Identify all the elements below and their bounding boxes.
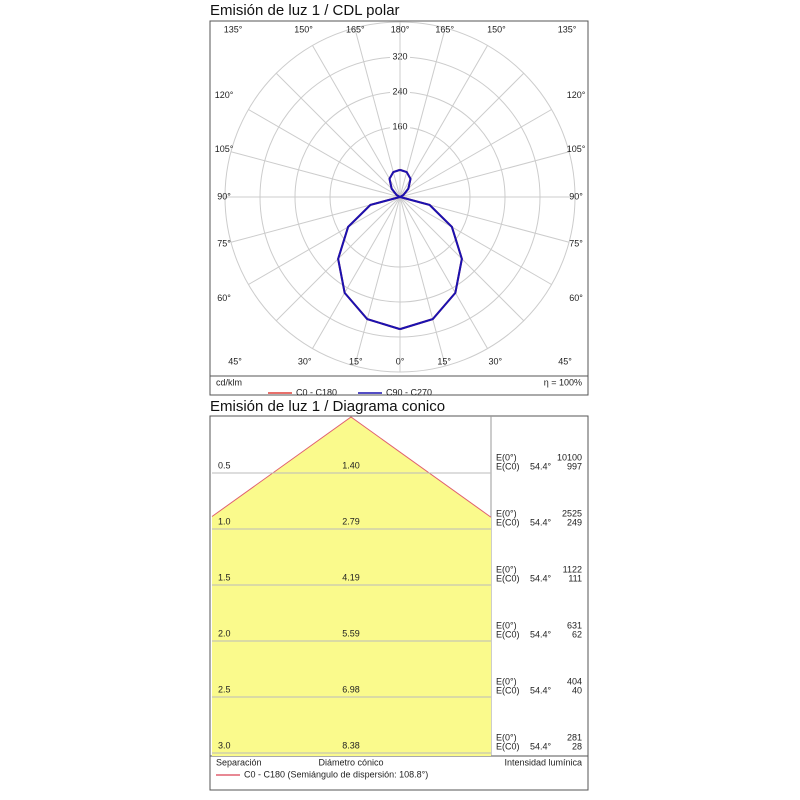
separation: 0.5 <box>218 460 231 470</box>
ec0-label: E(C0) <box>496 685 520 695</box>
angle-label: 105° <box>215 144 234 154</box>
separation: 1.0 <box>218 516 231 526</box>
column-label: Diámetro cónico <box>318 757 383 767</box>
angle-label: 105° <box>567 144 586 154</box>
angle: 54.4° <box>530 461 552 471</box>
angle-label: 45° <box>558 356 572 366</box>
angle-label: 15° <box>349 356 363 366</box>
angle-label: 165° <box>346 24 365 34</box>
polar-title: Emisión de luz 1 / CDL polar <box>210 2 400 19</box>
e0-value: 1122 <box>563 564 582 574</box>
angle-label: 120° <box>215 90 234 100</box>
angle-label: 90° <box>569 191 583 201</box>
angle-label: 30° <box>298 356 312 366</box>
e0-value: 631 <box>567 620 582 630</box>
angle-grid <box>312 45 401 198</box>
ec0-value: 997 <box>567 461 582 471</box>
angle-grid <box>230 151 401 198</box>
column-label: Intensidad lumínica <box>504 757 582 767</box>
ec0-label: E(C0) <box>496 461 520 471</box>
ec0-label: E(C0) <box>496 629 520 639</box>
e0-value: 404 <box>567 676 582 686</box>
angle-label: 0° <box>396 356 405 366</box>
angle-grid <box>248 109 401 198</box>
e0-label: E(0°) <box>496 620 517 630</box>
unit-label: cd/klm <box>216 377 242 387</box>
angle-grid <box>399 45 488 198</box>
e0-label: E(0°) <box>496 676 517 686</box>
ec0-label: E(C0) <box>496 573 520 583</box>
separation: 2.0 <box>218 628 231 638</box>
diameter: 1.40 <box>342 460 360 470</box>
angle: 54.4° <box>530 573 552 583</box>
diameter: 2.79 <box>342 516 360 526</box>
angle-grid <box>399 72 525 198</box>
intensity-curve <box>397 168 463 331</box>
cone-edge <box>211 416 492 518</box>
angle-grid <box>399 196 446 367</box>
diameter: 8.38 <box>342 740 360 750</box>
angle-grid <box>354 196 401 367</box>
diameter: 4.19 <box>342 572 360 582</box>
ec0-label: E(C0) <box>496 517 520 527</box>
angle-label: 90° <box>217 191 231 201</box>
legend-label: C0 - C180 <box>296 387 337 397</box>
angle-grid <box>275 72 401 198</box>
cone-title: Emisión de luz 1 / Diagrama conico <box>210 398 445 415</box>
cone-frame <box>209 415 589 791</box>
separation: 2.5 <box>218 684 231 694</box>
angle-grid <box>312 196 401 349</box>
e0-label: E(0°) <box>496 732 517 742</box>
angle-grid <box>399 151 570 198</box>
cone-area <box>212 417 491 756</box>
ec0-value: 28 <box>572 741 582 751</box>
diameter: 6.98 <box>342 684 360 694</box>
ec0-label: E(C0) <box>496 741 520 751</box>
e0-value: 281 <box>567 732 582 742</box>
angle-label: 150° <box>294 24 313 34</box>
e0-label: E(0°) <box>496 508 517 518</box>
angle-label: 135° <box>558 24 577 34</box>
diameter: 5.59 <box>342 628 360 638</box>
ec0-value: 40 <box>572 685 582 695</box>
e0-label: E(0°) <box>496 452 517 462</box>
angle: 54.4° <box>530 517 552 527</box>
legend-label: C0 - C180 (Semiángulo de dispersión: 108… <box>244 769 428 779</box>
separation: 3.0 <box>218 740 231 750</box>
angle-label: 15° <box>437 356 451 366</box>
ec0-value: 249 <box>567 517 582 527</box>
angle-label: 120° <box>567 90 586 100</box>
ec0-value: 111 <box>568 573 582 583</box>
e0-value: 2525 <box>562 508 582 518</box>
polar-frame <box>209 20 589 396</box>
angle-label: 135° <box>224 24 243 34</box>
e0-value: 10100 <box>557 452 582 462</box>
angle-label: 30° <box>488 356 502 366</box>
angle-grid <box>399 196 488 349</box>
separation: 1.5 <box>218 572 231 582</box>
angle-label: 180° <box>391 24 410 34</box>
intensity-curve <box>337 168 403 331</box>
angle-label: 60° <box>217 293 231 303</box>
angle-label: 165° <box>435 24 454 34</box>
e0-label: E(0°) <box>496 564 517 574</box>
angle: 54.4° <box>530 685 552 695</box>
angle-label: 45° <box>228 356 242 366</box>
column-label: Separación <box>216 757 262 767</box>
angle-grid <box>354 27 401 198</box>
angle-label: 75° <box>217 239 231 249</box>
efficiency: η = 100% <box>544 377 582 387</box>
angle-grid <box>399 196 552 285</box>
angle-label: 150° <box>487 24 506 34</box>
angle: 54.4° <box>530 629 552 639</box>
angle-label: 60° <box>569 293 583 303</box>
angle: 54.4° <box>530 741 552 751</box>
angle-grid <box>248 196 401 285</box>
ec0-value: 62 <box>572 629 582 639</box>
angle-label: 75° <box>569 239 583 249</box>
legend-label: C90 - C270 <box>386 387 432 397</box>
angle-grid <box>399 109 552 198</box>
angle-grid <box>399 27 446 198</box>
